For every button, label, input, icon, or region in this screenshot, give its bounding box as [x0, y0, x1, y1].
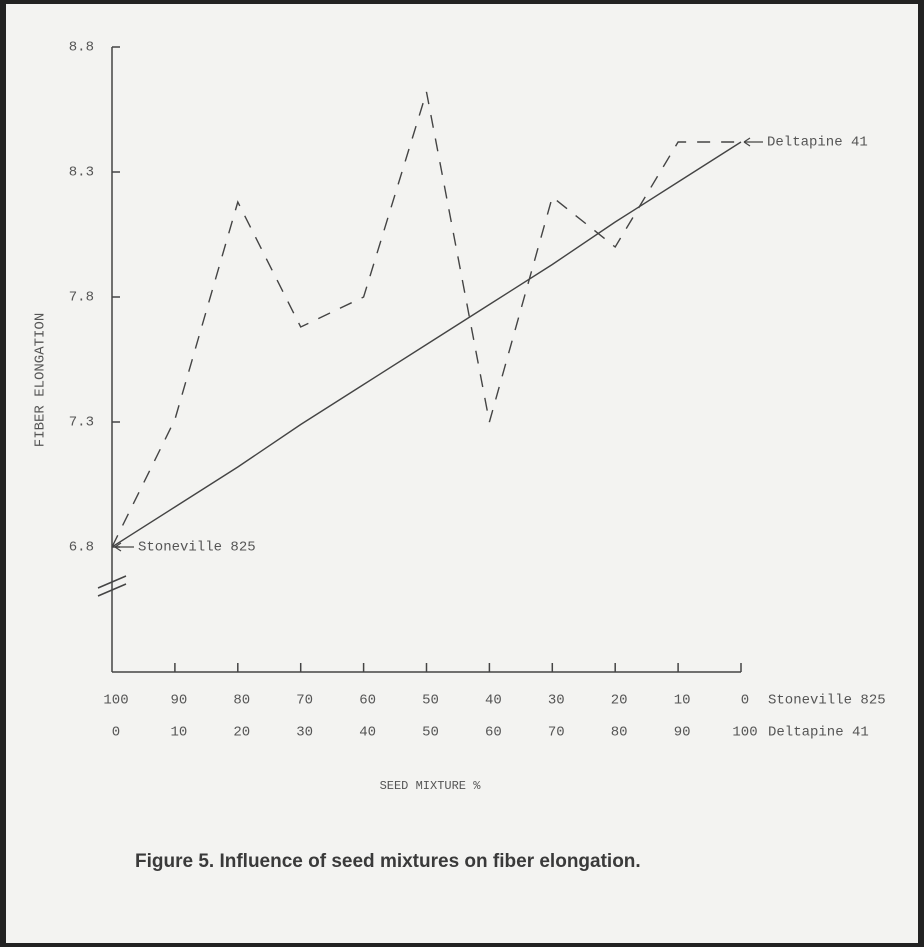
x-tick-label: 20: [233, 725, 250, 741]
x-tick-label: 90: [674, 725, 691, 741]
y-tick-label: 8.8: [69, 40, 94, 56]
x-tick-label: 60: [485, 725, 502, 741]
x-row-name: Deltapine 41: [768, 725, 869, 741]
axis-break: [97, 583, 127, 597]
x-tick-label: 40: [359, 725, 376, 741]
x-tick-label: 0: [741, 693, 749, 709]
x-tick-label: 80: [233, 693, 250, 709]
x-tick-label: 10: [170, 725, 187, 741]
x-tick-label: 80: [611, 725, 628, 741]
y-tick-label: 7.8: [69, 290, 94, 306]
x-tick-label: 50: [422, 725, 439, 741]
x-tick-label: 60: [359, 693, 376, 709]
x-tick-label: 10: [674, 693, 691, 709]
x-row-name: Stoneville 825: [768, 693, 886, 709]
annotation-arrow-head: [743, 137, 751, 147]
caption: Figure 5. Influence of seed mixtures on …: [135, 851, 641, 872]
annotation: Stoneville 825: [138, 540, 256, 556]
x-tick-label: 90: [170, 693, 187, 709]
y-tick-label: 7.3: [69, 415, 94, 431]
y-axis-title: FIBER ELONGATION: [33, 313, 49, 447]
annotation: Deltapine 41: [767, 135, 868, 151]
x-tick-label: 40: [485, 693, 502, 709]
x-tick-label: 70: [296, 693, 313, 709]
x-tick-label: 70: [548, 725, 565, 741]
x-tick-label: 50: [422, 693, 439, 709]
x-tick-label: 100: [732, 725, 757, 741]
series-line: [111, 141, 742, 548]
axis-break: [97, 575, 127, 589]
x-tick-label: 30: [548, 693, 565, 709]
x-tick-label: 20: [611, 693, 628, 709]
series-line: [111, 91, 741, 548]
x-axis-title: SEED MIXTURE %: [380, 779, 482, 793]
page: [6, 4, 918, 943]
x-tick-label: 30: [296, 725, 313, 741]
x-tick-label: 100: [103, 693, 128, 709]
y-tick-label: 6.8: [69, 540, 94, 556]
y-tick-label: 8.3: [69, 165, 94, 181]
annotation-arrow-head: [114, 542, 122, 552]
x-tick-label: 0: [112, 725, 120, 741]
